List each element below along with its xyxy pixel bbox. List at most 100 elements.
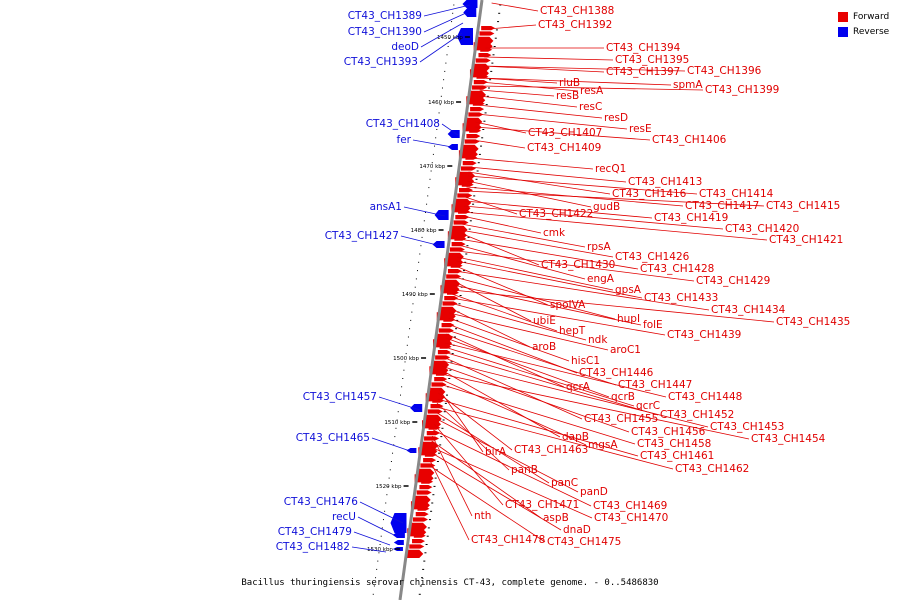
forward-gene-feature[interactable] — [426, 431, 440, 436]
reverse-gene-feature[interactable] — [392, 532, 405, 538]
forward-gene-feature[interactable] — [473, 80, 488, 85]
forward-gene-feature[interactable] — [446, 290, 459, 295]
forward-gene-label[interactable]: qcrC — [636, 400, 660, 412]
forward-gene-label[interactable]: CT43_CH1409 — [527, 142, 601, 154]
forward-gene-label[interactable]: CT43_CH1430 — [541, 259, 615, 271]
forward-gene-label[interactable]: aspB — [543, 512, 569, 524]
reverse-gene-feature[interactable] — [432, 241, 445, 248]
forward-gene-label[interactable]: gudB — [593, 201, 620, 213]
forward-gene-feature[interactable] — [413, 533, 426, 538]
forward-gene-label[interactable]: CT43_CH1471 — [505, 499, 579, 511]
forward-gene-label[interactable]: CT43_CH1446 — [579, 367, 654, 379]
forward-gene-label[interactable]: cmk — [543, 227, 566, 239]
forward-gene-label[interactable]: CT43_CH1417 — [685, 200, 759, 212]
forward-gene-label[interactable]: CT43_CH1429 — [696, 275, 770, 287]
forward-gene-feature[interactable] — [438, 328, 454, 333]
forward-gene-feature[interactable] — [453, 220, 469, 225]
forward-gene-feature[interactable] — [428, 425, 441, 430]
forward-gene-label[interactable]: spoIVA — [550, 299, 586, 311]
forward-gene-feature[interactable] — [451, 242, 466, 247]
forward-gene-label[interactable]: CT43_CH1469 — [593, 500, 667, 512]
forward-gene-label[interactable]: ubiE — [533, 315, 556, 327]
forward-gene-feature[interactable] — [480, 47, 493, 52]
forward-gene-label[interactable]: CT43_CH1435 — [776, 316, 850, 328]
forward-gene-feature[interactable] — [464, 139, 480, 144]
forward-gene-feature[interactable] — [443, 317, 456, 322]
forward-gene-feature[interactable] — [417, 506, 430, 511]
forward-gene-label[interactable]: rluB — [559, 77, 580, 89]
reverse-gene-feature[interactable] — [393, 540, 404, 545]
forward-gene-label[interactable]: resE — [629, 123, 652, 135]
reverse-gene-label[interactable]: CT43_CH1476 — [284, 496, 359, 508]
reverse-gene-label[interactable]: CT43_CH1465 — [296, 432, 370, 444]
reverse-gene-feature[interactable] — [406, 448, 417, 453]
reverse-gene-label[interactable]: CT43_CH1408 — [366, 118, 440, 130]
reverse-gene-label[interactable]: CT43_CH1457 — [303, 391, 377, 403]
forward-gene-feature[interactable] — [439, 344, 452, 349]
forward-gene-label[interactable]: CT43_CH1426 — [615, 251, 690, 263]
forward-gene-label[interactable]: panC — [551, 477, 578, 489]
forward-gene-label[interactable]: spmA — [673, 79, 703, 91]
forward-gene-label[interactable]: CT43_CH1475 — [547, 536, 621, 548]
forward-gene-label[interactable]: CT43_CH1433 — [644, 292, 718, 304]
forward-gene-feature[interactable] — [419, 485, 433, 490]
forward-gene-label[interactable]: resD — [604, 112, 628, 124]
forward-gene-label[interactable]: CT43_CH1478 — [471, 534, 545, 546]
forward-gene-label[interactable]: CT43_CH1416 — [612, 188, 687, 200]
forward-gene-label[interactable]: gpsA — [615, 284, 642, 296]
forward-gene-feature[interactable] — [427, 409, 443, 414]
forward-gene-feature[interactable] — [455, 215, 470, 220]
forward-gene-feature[interactable] — [469, 128, 482, 133]
reverse-gene-label[interactable]: CT43_CH1479 — [278, 526, 352, 538]
forward-gene-label[interactable]: panB — [511, 464, 538, 476]
forward-gene-label[interactable]: nth — [474, 510, 491, 522]
forward-gene-label[interactable]: CT43_CH1447 — [618, 379, 692, 391]
forward-gene-feature[interactable] — [450, 263, 463, 268]
reverse-gene-feature[interactable] — [463, 8, 477, 17]
forward-gene-label[interactable]: CT43_CH1395 — [615, 54, 689, 66]
reverse-gene-label[interactable]: fer — [397, 134, 412, 146]
forward-gene-label[interactable]: CT43_CH1420 — [725, 223, 799, 235]
forward-gene-label[interactable]: CT43_CH1434 — [711, 304, 786, 316]
forward-gene-feature[interactable] — [475, 58, 491, 63]
reverse-gene-feature[interactable] — [462, 0, 478, 8]
reverse-gene-feature[interactable] — [390, 513, 407, 533]
forward-gene-label[interactable]: qcrA — [566, 381, 591, 393]
forward-gene-feature[interactable] — [457, 193, 473, 198]
reverse-gene-label[interactable]: CT43_CH1393 — [344, 56, 418, 68]
forward-gene-label[interactable]: resA — [580, 85, 604, 97]
forward-gene-feature[interactable] — [470, 107, 485, 112]
forward-gene-label[interactable]: resC — [579, 101, 602, 113]
forward-gene-label[interactable]: CT43_CH1413 — [628, 176, 702, 188]
forward-gene-label[interactable]: CT43_CH1397 — [606, 66, 680, 78]
forward-gene-label[interactable]: CT43_CH1394 — [606, 42, 681, 54]
reverse-gene-label[interactable]: CT43_CH1427 — [325, 230, 399, 242]
forward-gene-feature[interactable] — [406, 549, 424, 558]
forward-gene-label[interactable]: CT43_CH1396 — [687, 65, 762, 77]
forward-gene-label[interactable]: CT43_CH1419 — [654, 212, 728, 224]
forward-gene-label[interactable]: CT43_CH1456 — [631, 426, 706, 438]
forward-gene-feature[interactable] — [421, 479, 434, 484]
forward-gene-feature[interactable] — [416, 490, 432, 495]
forward-gene-label[interactable]: dapB — [562, 431, 589, 443]
forward-gene-label[interactable]: CT43_CH1414 — [699, 188, 774, 200]
forward-gene-feature[interactable] — [442, 301, 458, 306]
reverse-gene-feature[interactable] — [410, 404, 423, 412]
forward-gene-label[interactable]: CT43_CH1461 — [640, 450, 714, 462]
forward-gene-feature[interactable] — [476, 74, 489, 79]
forward-gene-label[interactable]: birA — [485, 446, 507, 458]
forward-gene-label[interactable]: CT43_CH1399 — [705, 84, 779, 96]
forward-gene-feature[interactable] — [409, 544, 425, 549]
forward-gene-feature[interactable] — [479, 31, 495, 36]
forward-gene-label[interactable]: CT43_CH1428 — [640, 263, 714, 275]
forward-gene-label[interactable]: CT43_CH1462 — [675, 463, 749, 475]
forward-gene-label[interactable]: CT43_CH1453 — [710, 421, 784, 433]
forward-gene-label[interactable]: CT43_CH1421 — [769, 234, 843, 246]
forward-gene-label[interactable]: panD — [580, 486, 608, 498]
forward-gene-label[interactable]: CT43_CH1452 — [660, 409, 734, 421]
forward-gene-label[interactable]: resB — [556, 90, 579, 102]
forward-gene-feature[interactable] — [431, 382, 447, 387]
forward-gene-label[interactable]: CT43_CH1455 — [584, 413, 658, 425]
forward-gene-label[interactable]: CT43_CH1448 — [668, 391, 742, 403]
forward-gene-feature[interactable] — [424, 452, 437, 457]
